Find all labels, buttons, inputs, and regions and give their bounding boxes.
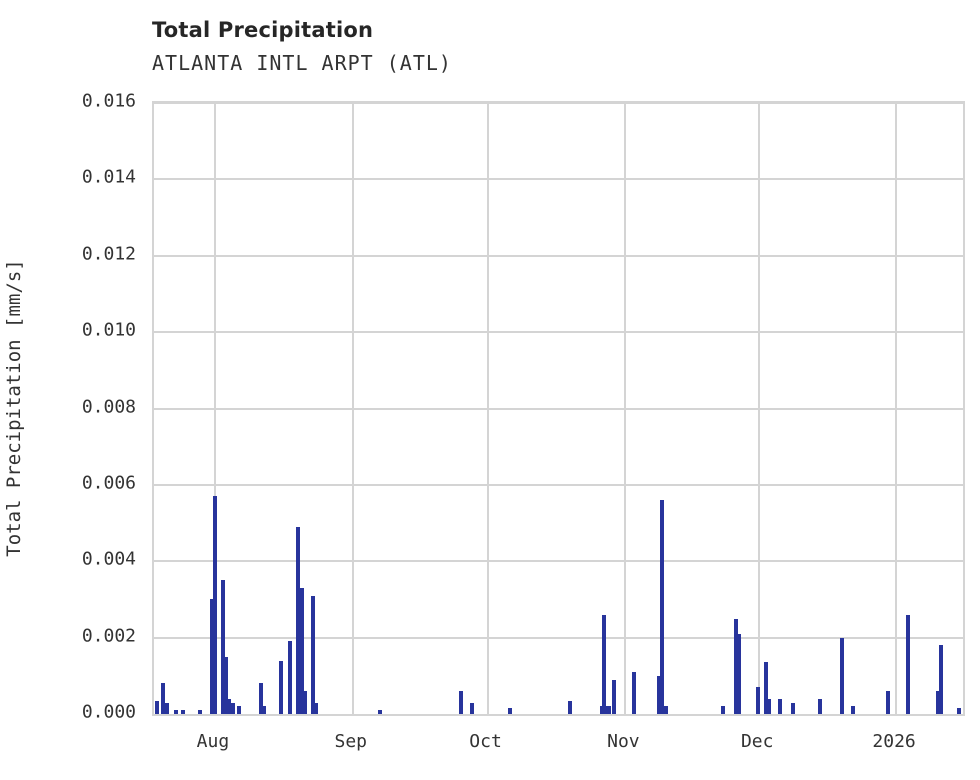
h-gridline	[154, 407, 963, 410]
precip-bar	[160, 683, 165, 714]
precip-bar	[840, 637, 845, 714]
precip-bar	[299, 587, 304, 714]
h-gridline	[154, 254, 963, 257]
precip-bar	[197, 710, 202, 714]
precip-bar	[230, 702, 235, 714]
v-gridline	[624, 103, 627, 714]
x-tick-label: 2026	[872, 731, 916, 752]
y-tick-label: 0.002	[81, 625, 136, 647]
precip-bar	[791, 702, 796, 714]
y-tick-label: 0.010	[81, 319, 136, 341]
precip-bar	[220, 580, 225, 714]
x-tick-label: Nov	[607, 731, 640, 752]
v-gridline	[351, 103, 354, 714]
precip-bar	[258, 683, 263, 714]
y-tick-label: 0.012	[81, 243, 136, 265]
precip-bar	[767, 698, 772, 714]
chart-subtitle: ATLANTA INTL ARPT (ATL)	[152, 51, 452, 75]
precip-bar	[778, 698, 783, 714]
h-gridline	[154, 560, 963, 563]
precip-bar	[886, 691, 891, 714]
precip-bar	[664, 706, 669, 714]
precip-bar	[212, 496, 217, 714]
y-tick-label: 0.006	[81, 472, 136, 494]
y-tick-label: 0.000	[81, 701, 136, 723]
v-gridline	[213, 103, 216, 714]
precip-bar	[507, 708, 512, 714]
precip-bar	[302, 691, 307, 714]
precip-bar	[295, 526, 300, 714]
precip-bar	[469, 702, 474, 714]
precip-bar	[310, 595, 315, 714]
precip-bar	[756, 687, 761, 714]
precip-bar	[818, 698, 823, 714]
precip-bar	[721, 706, 726, 714]
precip-bar	[180, 710, 185, 714]
precip-bar	[936, 691, 940, 714]
h-gridline	[154, 178, 963, 181]
x-tick-label: Dec	[740, 731, 774, 752]
precip-bar	[660, 500, 665, 714]
precip-bar	[906, 614, 911, 714]
chart-title: Total Precipitation	[152, 18, 374, 42]
y-tick-label: 0.016	[81, 90, 136, 112]
precip-bar	[261, 706, 266, 714]
precip-bar	[377, 710, 382, 714]
precip-bar	[657, 675, 662, 714]
precip-bar	[734, 618, 739, 714]
precip-bar	[602, 614, 607, 714]
precip-bar	[236, 706, 241, 714]
precip-bar	[632, 672, 637, 714]
h-gridline	[154, 102, 963, 104]
precip-bar	[567, 700, 572, 714]
precip-bar	[313, 702, 318, 714]
precip-bar	[458, 691, 463, 714]
plot-area	[152, 101, 965, 716]
precip-bar	[209, 599, 214, 714]
precip-bar	[164, 702, 169, 714]
precip-bar	[226, 698, 231, 714]
x-tick-label: Aug	[196, 731, 230, 752]
y-tick-label: 0.014	[81, 166, 136, 188]
precip-bar	[154, 700, 159, 714]
x-tick-label: Sep	[334, 731, 368, 752]
precip-bar	[851, 706, 856, 714]
h-gridline	[154, 636, 963, 639]
x-tick-labels: Aug Sep Oct Nov Dec 2026	[152, 731, 961, 761]
y-tick-label: 0.008	[81, 396, 136, 417]
h-gridline	[154, 331, 963, 334]
precip-bar	[287, 641, 292, 714]
precip-bar	[174, 710, 178, 714]
precip-bar	[612, 679, 617, 714]
precip-bar	[737, 633, 742, 714]
v-gridline	[486, 103, 489, 714]
x-tick-label: Oct	[469, 731, 502, 752]
precip-bar	[957, 708, 962, 714]
v-gridline	[895, 103, 898, 714]
precip-bar	[223, 656, 228, 714]
precip-bar	[938, 645, 943, 714]
v-gridline	[758, 103, 761, 714]
y-tick-label: 0.004	[81, 548, 136, 570]
y-tick-labels: 0.000 0.002 0.004 0.006 0.008 0.010 0.012 0.014…	[0, 91, 136, 723]
precip-bar	[278, 660, 283, 714]
h-gridline	[154, 483, 963, 486]
precip-bar	[764, 662, 769, 714]
